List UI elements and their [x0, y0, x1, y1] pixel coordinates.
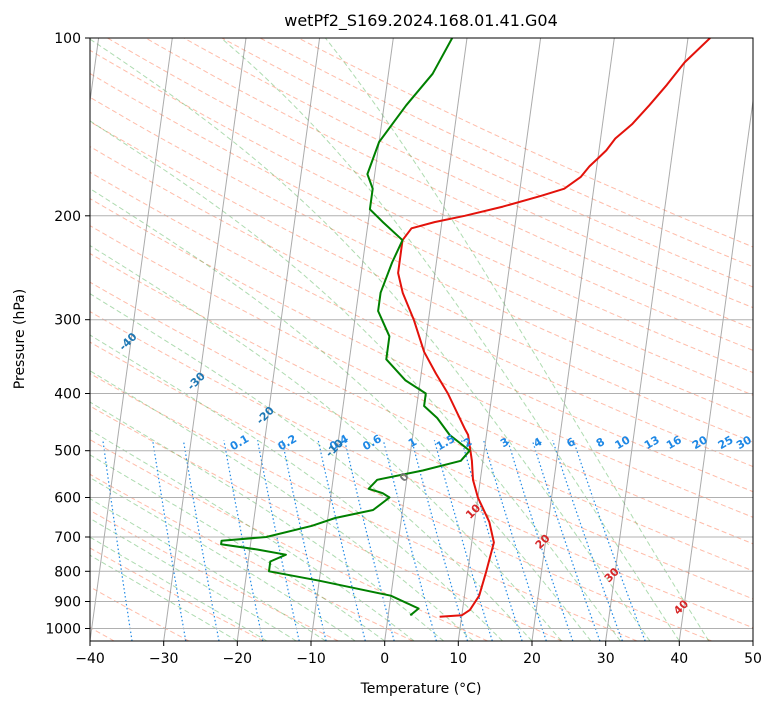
dry-adiabat: [90, 311, 753, 629]
dry-adiabat: [90, 96, 753, 419]
moist-adiabat: [90, 517, 297, 641]
y-tick-label: 100: [54, 31, 81, 47]
y-tick-label: 1000: [45, 622, 81, 638]
y-tick-label: 800: [54, 564, 81, 580]
dewpoint-profile-line: [220, 38, 471, 617]
x-axis: −40 −30 −20 −10 0 10 20 30 40 50: [75, 641, 762, 667]
mixing-ratio-line: [182, 440, 220, 641]
dry-adiabat: [90, 405, 563, 641]
mixing-ratio-line: [411, 440, 469, 641]
isotherm-line: [457, 38, 542, 641]
x-tick-label: 40: [670, 651, 688, 667]
dry-adiabat: [90, 252, 753, 572]
isotherm-line: [163, 38, 247, 641]
mixing-ratio-line: [152, 440, 187, 641]
moist-adiabat: [90, 188, 592, 641]
dry-adiabat: [107, 38, 753, 351]
dry-adiabat: [90, 509, 339, 641]
y-axis: 100 200 300 400 500 600 700 800 900 1000: [45, 31, 90, 638]
isotherm-line: [384, 38, 468, 641]
isotherm-line: [310, 38, 394, 641]
mixing-ratio-line: [572, 440, 646, 641]
moist-adiabat: [90, 401, 444, 641]
moist-adiabat: [90, 370, 474, 641]
y-tick-label: 400: [54, 387, 81, 403]
y-axis-label: Pressure (hPa): [12, 289, 28, 389]
dry-adiabat: [90, 473, 414, 641]
isotherm-line: [678, 97, 753, 641]
dry-adiabat: [90, 72, 753, 396]
dry-adiabat: [90, 121, 753, 443]
y-tick-label: 600: [54, 491, 81, 507]
y-tick-label: 700: [54, 530, 81, 546]
y-tick-label: 200: [54, 209, 81, 225]
isotherms: [90, 38, 753, 641]
x-axis-label: Temperature (°C): [360, 681, 482, 697]
dry-adiabat: [90, 49, 753, 374]
isotherm-line: [531, 38, 615, 641]
dry-adiabat: [145, 38, 753, 330]
pressure-gridlines: [90, 38, 753, 629]
dry-adiabat: [90, 225, 753, 545]
moist-adiabat: [90, 536, 268, 641]
y-tick-label: 900: [54, 595, 81, 611]
x-tick-label: 10: [449, 651, 467, 667]
dry-adiabat: [90, 145, 753, 468]
mixing-ratio-line: [317, 440, 366, 641]
x-tick-label: 0: [380, 651, 389, 667]
y-tick-label: 300: [54, 313, 81, 329]
plot-frame: [89, 37, 754, 642]
mixing-ratio-line: [256, 440, 300, 641]
moist-adiabat: [90, 477, 356, 641]
x-tick-label: 20: [523, 651, 541, 667]
mixing-ratio-label: 30: [734, 433, 754, 452]
moist-adiabat: [90, 334, 503, 641]
x-tick-label: 50: [744, 651, 762, 667]
dry-adiabat: [90, 439, 488, 641]
mixing-ratio-line: [223, 440, 264, 641]
x-tick-label: −30: [149, 651, 179, 667]
isotherm-line: [236, 38, 321, 641]
x-tick-label: −10: [296, 651, 326, 667]
y-tick-label: 500: [54, 444, 81, 460]
mixing-ratio-line: [281, 440, 327, 641]
isotherm-line: [605, 38, 689, 641]
mixing-ratio-line: [461, 440, 523, 641]
dry-adiabat: [90, 171, 753, 493]
moist-adiabat: [90, 554, 238, 641]
x-tick-label: −20: [223, 651, 253, 667]
mixing-ratio-line: [102, 440, 133, 641]
isotherm-line: [90, 38, 173, 641]
moist-adiabat: [220, 38, 680, 641]
mixing-ratio-line: [382, 440, 437, 641]
x-tick-label: 30: [597, 651, 615, 667]
sounding-profiles: [220, 38, 711, 618]
moist-adiabat: [324, 38, 710, 641]
chart-title: wetPf2_S169.2024.168.01.41.G04: [284, 11, 558, 31]
x-tick-label: −40: [75, 651, 105, 667]
moist-adiabat: [90, 244, 562, 641]
dry-adiabat: [183, 38, 753, 309]
moist-adiabat: [90, 454, 385, 641]
dry-adiabat: [298, 38, 753, 248]
mixing-ratio-line: [483, 440, 547, 641]
dry-adiabats: [90, 38, 753, 641]
moist-adiabat: [90, 38, 651, 641]
moist-adiabat: [90, 120, 621, 641]
mixing-ratio-line: [433, 440, 493, 641]
temperature-profile-line: [397, 38, 711, 618]
